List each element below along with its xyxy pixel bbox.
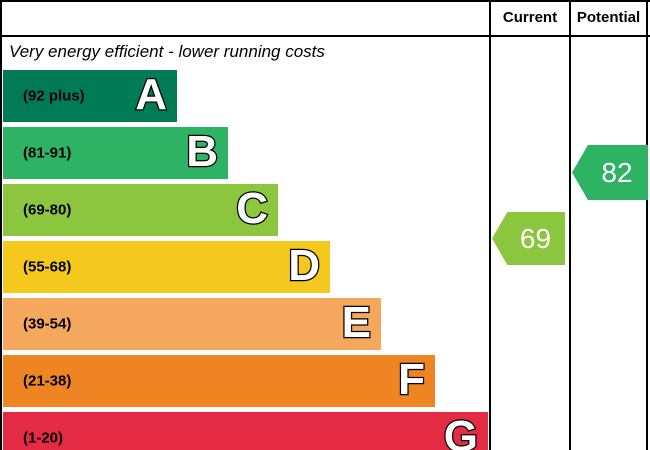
band-c-range-label: (69-80) [23, 201, 72, 219]
band-a-range-label: (92 plus) [23, 87, 85, 105]
band-d: (55-68) D [3, 241, 330, 293]
potential-column-header: Potential [576, 9, 641, 26]
chart-border-right [646, 0, 648, 450]
band-b: (81-91) B [3, 127, 228, 179]
potential-column-divider [569, 0, 571, 450]
current-rating-value: 69 [519, 222, 552, 254]
potential-rating-value: 82 [601, 156, 633, 188]
chart-border-top [0, 0, 650, 2]
band-c-letter: C [235, 184, 269, 234]
band-g-letter: G [443, 412, 480, 450]
band-f-range-label: (21-38) [23, 372, 72, 390]
band-d-letter: D [287, 241, 321, 291]
current-column-header: Current [502, 9, 558, 26]
band-b-range-label: (81-91) [23, 144, 72, 162]
band-e-range-label: (39-54) [23, 315, 72, 333]
band-e: (39-54) E [3, 298, 381, 350]
band-g: (1-20) G [3, 412, 488, 450]
current-rating-marker: 69 [492, 212, 565, 265]
band-e-letter: E [340, 298, 372, 348]
band-d-range-label: (55-68) [23, 258, 72, 276]
current-column-divider [489, 0, 491, 450]
efficiency-caption-top: Very energy efficient - lower running co… [9, 42, 325, 61]
band-a-letter: A [134, 70, 168, 120]
header-separator [0, 35, 650, 37]
potential-rating-marker: 82 [572, 145, 648, 200]
chart-border-left [0, 0, 2, 450]
band-c: (69-80) C [3, 184, 278, 236]
band-f: (21-38) F [3, 355, 435, 407]
band-a: (92 plus) A [3, 70, 177, 122]
band-g-range-label: (1-20) [23, 429, 64, 447]
band-f-letter: F [397, 355, 426, 405]
band-b-letter: B [185, 127, 219, 177]
